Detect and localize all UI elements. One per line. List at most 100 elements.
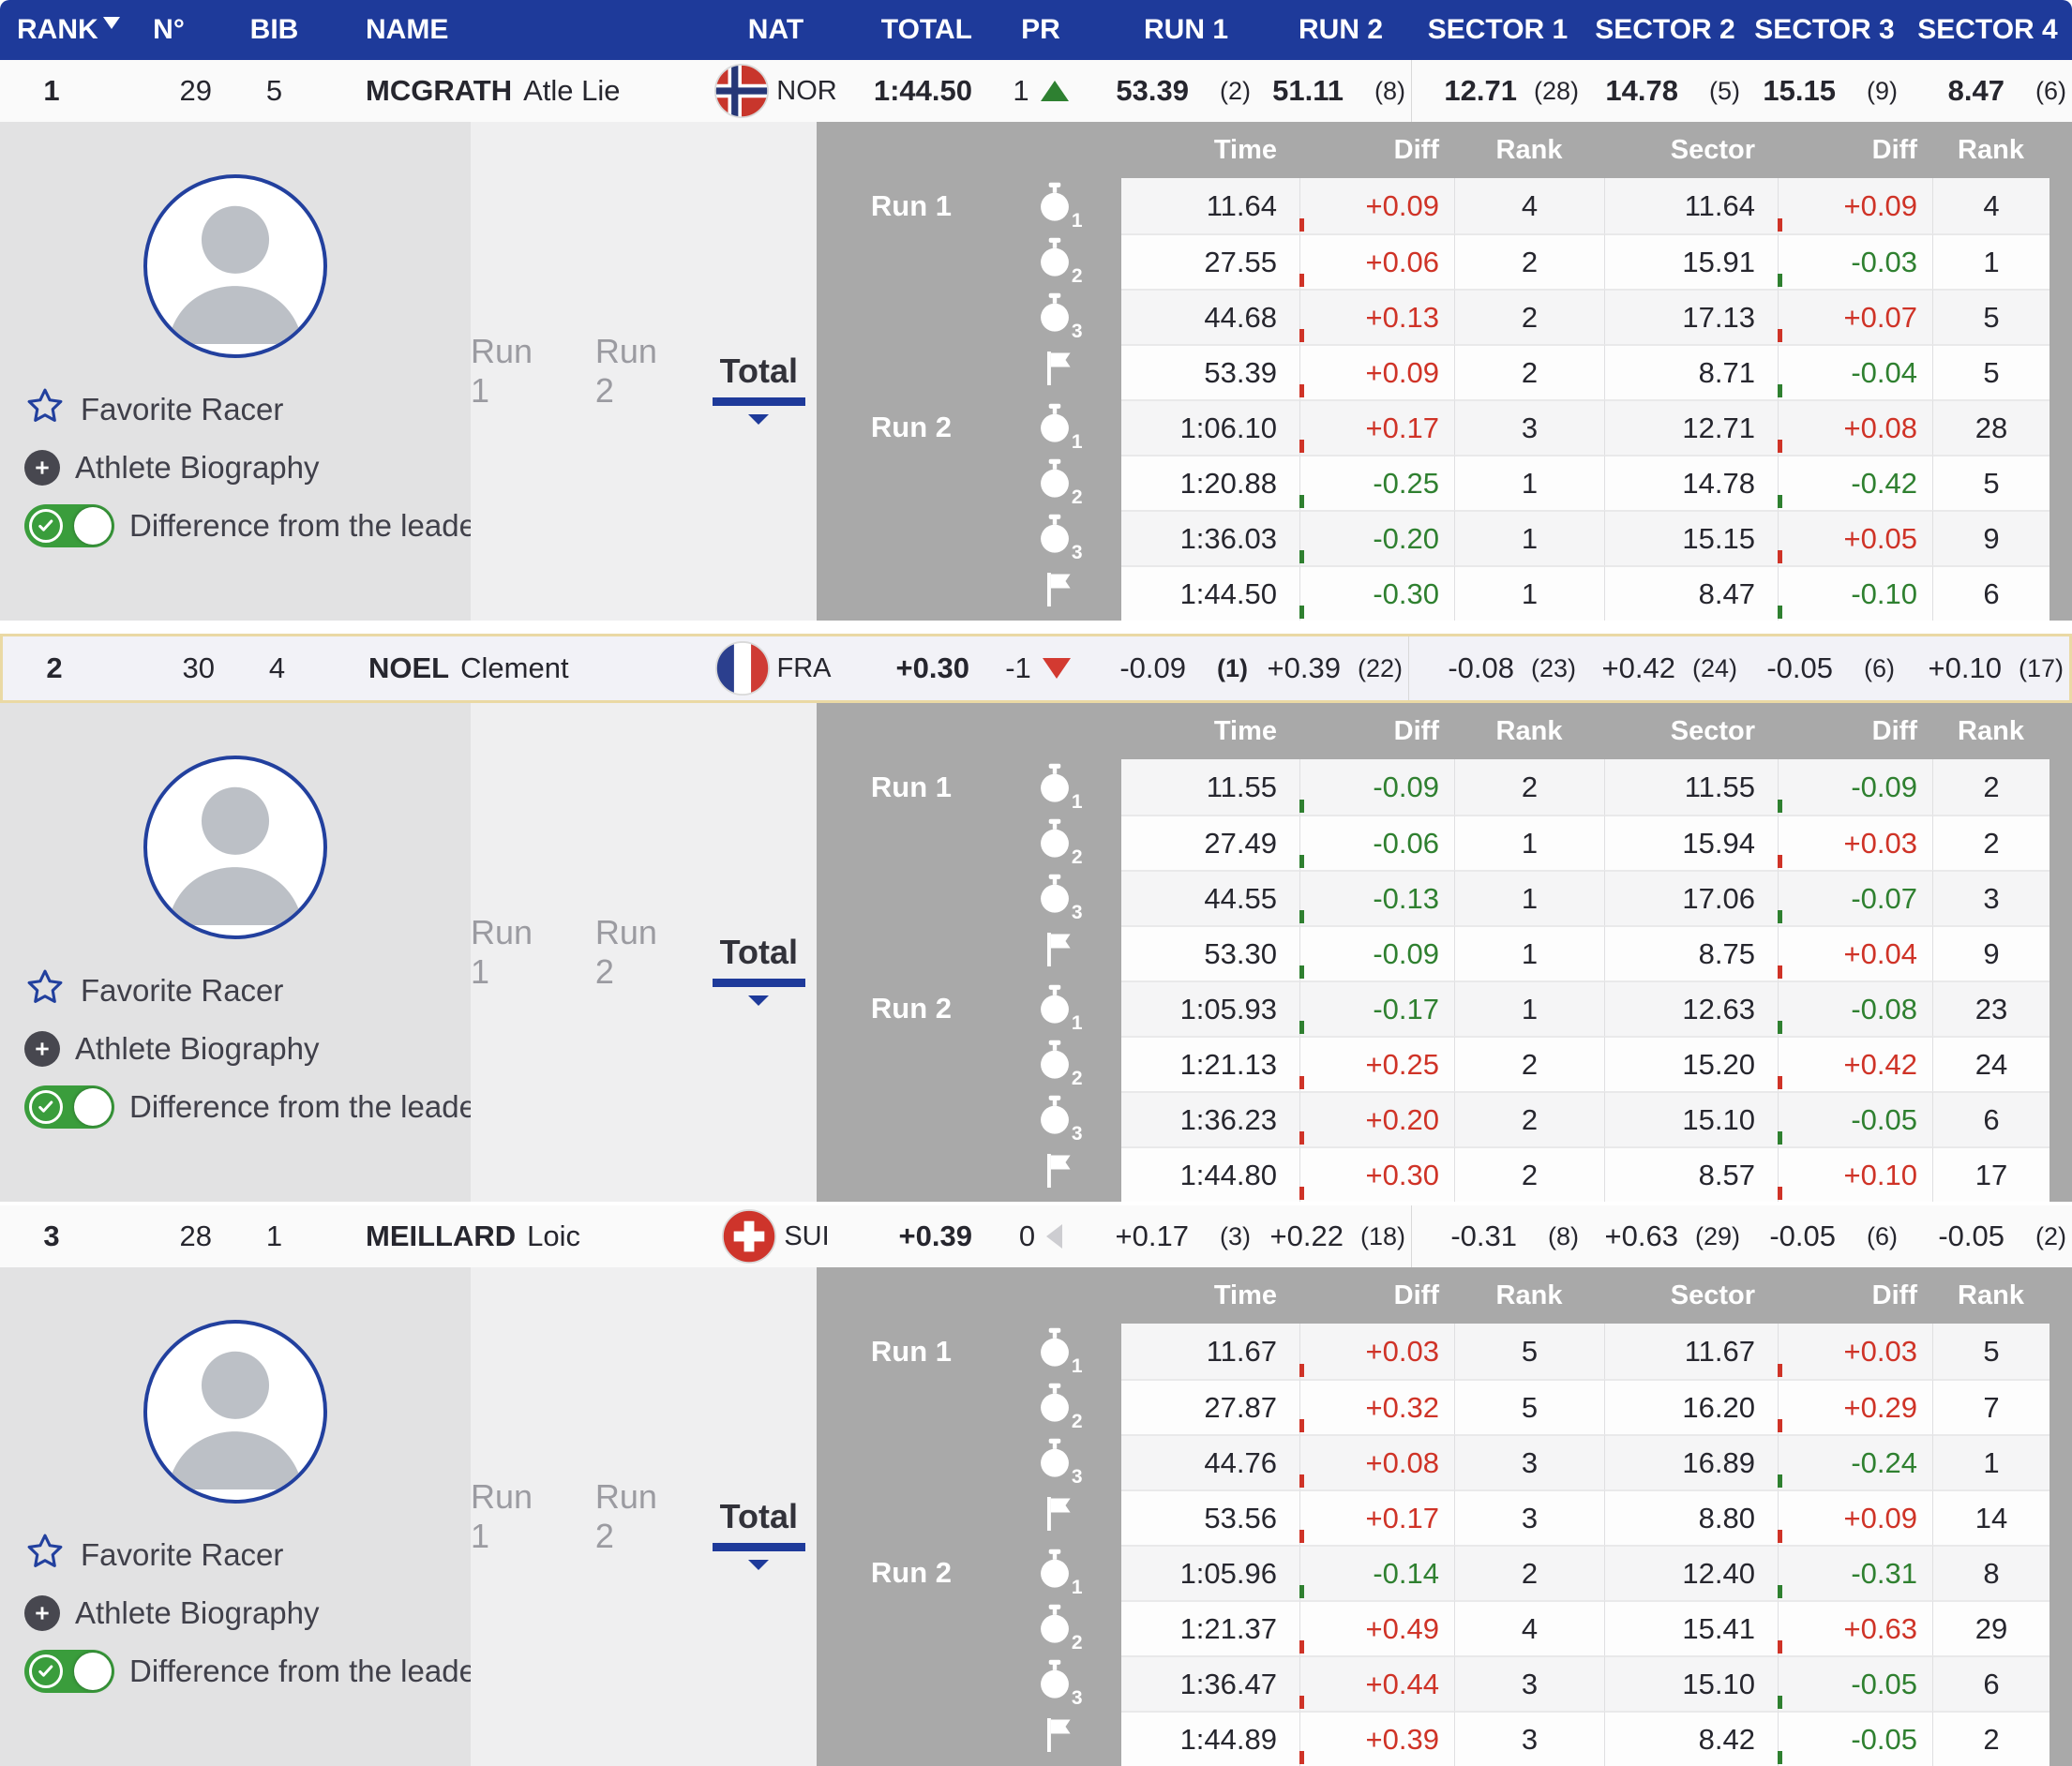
difference-toggle-row[interactable]: Difference from the leader [24, 1084, 487, 1130]
sector-rank-cell: 23 [1932, 980, 2049, 1036]
racer-summary-row[interactable]: 1 29 5 MCGRATH Atle Lie NOR 1:44.50 1 53.… [0, 60, 2072, 122]
racer-summary-row[interactable]: 3 28 1 MEILLARD Loic SUI +0.39 0 +0.17 (3)… [0, 1205, 2072, 1267]
sector-cell: 15.15 [1604, 510, 1778, 565]
time-cell: 1:21.13 [1121, 1036, 1299, 1091]
stopwatch-icon: 3 [1037, 1659, 1083, 1709]
toggle-switch[interactable] [24, 504, 114, 547]
difference-toggle-row[interactable]: Difference from the leader [24, 502, 487, 549]
col-time: Time [1213, 134, 1277, 165]
col-sector-rank: Rank [1958, 1280, 2024, 1310]
diff-cell: +0.39 [1299, 1711, 1454, 1766]
sector-diff-cell: -0.03 [1778, 233, 1932, 289]
sector-cell: 11.67 [1604, 1324, 1778, 1379]
total-time: 1:44.50 [873, 74, 972, 107]
time-cell: 1:36.47 [1121, 1655, 1299, 1711]
detail-row: 2 1:20.88 -0.25 1 14.78 -0.42 5 [817, 455, 2049, 510]
column-header-sector3[interactable]: SECTOR 3 [1754, 14, 1895, 45]
favorite-racer-button[interactable]: Favorite Racer [24, 386, 471, 433]
column-header-nat[interactable]: NAT [747, 14, 804, 45]
sector-rank-cell: 9 [1932, 925, 2049, 980]
tab-total[interactable]: Total [712, 1497, 806, 1570]
check-icon [29, 1090, 63, 1124]
bib-number: 5 [265, 74, 283, 107]
diff-cell: -0.25 [1299, 455, 1454, 510]
checkpoint-icon-cell: flag [995, 565, 1121, 621]
col-sector: Sector [1670, 1280, 1755, 1310]
checkpoint-icon-cell: 2 [995, 815, 1121, 870]
tab-run1[interactable]: Run 1 [471, 913, 533, 991]
favorite-racer-button[interactable]: Favorite Racer [24, 967, 471, 1014]
diff-cell: -0.09 [1299, 759, 1454, 815]
finish-flag-icon [1042, 1716, 1075, 1761]
rank-cell: 2 [1454, 1036, 1604, 1091]
sector-cell: 8.71 [1604, 344, 1778, 399]
rank-cell: 1 [1454, 565, 1604, 621]
column-header-sector2[interactable]: SECTOR 2 [1595, 14, 1735, 45]
run-tabs: Run 1 Run 2 Total [471, 1267, 817, 1766]
favorite-racer-label: Favorite Racer [81, 1537, 284, 1572]
athlete-biography-button[interactable]: Athlete Biography [24, 444, 471, 491]
detail-header: Time Diff Rank Sector Diff Rank [817, 1267, 2049, 1324]
toggle-knob [74, 1653, 112, 1690]
stopwatch-icon: 2 [1037, 818, 1083, 868]
favorite-racer-button[interactable]: Favorite Racer [24, 1532, 471, 1579]
tab-run2[interactable]: Run 2 [594, 913, 657, 991]
difference-toggle-row[interactable]: Difference from the leader [24, 1648, 487, 1695]
column-header-run1[interactable]: RUN 1 [1143, 14, 1228, 45]
racer-block-noel: 2 30 4 NOEL Clement FRA +0.30 -1 -0.09 (1)… [0, 634, 2072, 1202]
diff-cell: -0.06 [1299, 815, 1454, 870]
checkpoint-icon-cell: 1 [995, 759, 1121, 815]
difference-label: Difference from the leader [129, 508, 487, 543]
tab-run2[interactable]: Run 2 [594, 332, 657, 410]
column-header-total[interactable]: TOTAL [880, 14, 972, 45]
col-sector: Sector [1670, 134, 1755, 165]
racer-summary-row[interactable]: 2 30 4 NOEL Clement FRA +0.30 -1 -0.09 (1)… [0, 634, 2072, 703]
nationality-code: NOR [776, 75, 837, 106]
tab-run1[interactable]: Run 1 [471, 1477, 533, 1555]
time-cell: 1:44.80 [1121, 1146, 1299, 1202]
sector-diff-cell: +0.08 [1778, 399, 1932, 455]
col-sector-diff: Diff [1871, 1280, 1917, 1310]
column-header-number[interactable]: N° [153, 14, 185, 45]
run-group-label [817, 1379, 995, 1434]
sector-diff-cell: -0.08 [1778, 980, 1932, 1036]
column-header-name[interactable]: NAME [366, 14, 449, 45]
sector-rank-cell: 24 [1932, 1036, 2049, 1091]
toggle-switch[interactable] [24, 1650, 114, 1693]
athlete-options: Favorite Racer Athlete Biography Differe… [24, 967, 487, 1130]
column-header-bib[interactable]: BIB [249, 14, 299, 45]
sector3-cell: 15.15 (9) [1763, 74, 1898, 107]
col-sector-diff: Diff [1871, 134, 1917, 165]
france-flag-icon [714, 641, 770, 696]
sector-diff-cell: -0.24 [1778, 1434, 1932, 1489]
col-sector-rank: Rank [1958, 715, 2024, 746]
run-group-label [817, 1600, 995, 1655]
checkpoint-icon-cell: 1 [995, 399, 1121, 455]
col-rank: Rank [1495, 134, 1563, 165]
col-rank: Rank [1495, 1280, 1563, 1310]
column-header-pr[interactable]: PR [1021, 14, 1060, 45]
tab-run2[interactable]: Run 2 [594, 1477, 657, 1555]
sector-cell: 11.55 [1604, 759, 1778, 815]
sector-cell: 12.71 [1604, 399, 1778, 455]
toggle-switch[interactable] [24, 1085, 114, 1129]
athlete-biography-button[interactable]: Athlete Biography [24, 1590, 471, 1637]
column-header-rank[interactable]: RANK [0, 14, 120, 46]
column-header-sector1[interactable]: SECTOR 1 [1427, 14, 1569, 45]
sector-diff-cell: -0.42 [1778, 455, 1932, 510]
checkpoint-icon-cell: 3 [995, 1655, 1121, 1711]
column-header-sector4[interactable]: SECTOR 4 [1917, 14, 2058, 45]
sector-rank-cell: 6 [1932, 565, 2049, 621]
tab-total[interactable]: Total [712, 933, 806, 1006]
stopwatch-icon: 1 [1037, 1327, 1083, 1377]
athlete-biography-button[interactable]: Athlete Biography [24, 1025, 471, 1072]
sector-rank-cell: 2 [1932, 1711, 2049, 1766]
column-header-run2[interactable]: RUN 2 [1298, 14, 1383, 45]
bib-number: 4 [268, 651, 286, 684]
sector4-cell: +0.10 (17) [1928, 651, 2064, 684]
diff-cell: +0.44 [1299, 1655, 1454, 1711]
tab-run1[interactable]: Run 1 [471, 332, 533, 410]
tab-total[interactable]: Total [712, 352, 806, 425]
detail-row: 2 27.49 -0.06 1 15.94 +0.03 2 [817, 815, 2049, 870]
detail-row: Run 1 1 11.55 -0.09 2 11.55 -0.09 2 [817, 759, 2049, 815]
